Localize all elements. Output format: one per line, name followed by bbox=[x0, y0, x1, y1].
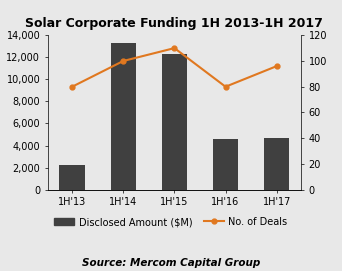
Bar bbox=[60, 165, 85, 190]
Bar bbox=[162, 54, 187, 190]
Bar bbox=[213, 139, 238, 190]
Legend: Disclosed Amount ($M), No. of Deals: Disclosed Amount ($M), No. of Deals bbox=[51, 213, 291, 231]
Bar bbox=[264, 138, 289, 190]
Title: Solar Corporate Funding 1H 2013-1H 2017: Solar Corporate Funding 1H 2013-1H 2017 bbox=[26, 17, 323, 30]
Bar bbox=[110, 43, 136, 190]
Text: Source: Mercom Capital Group: Source: Mercom Capital Group bbox=[82, 257, 260, 267]
